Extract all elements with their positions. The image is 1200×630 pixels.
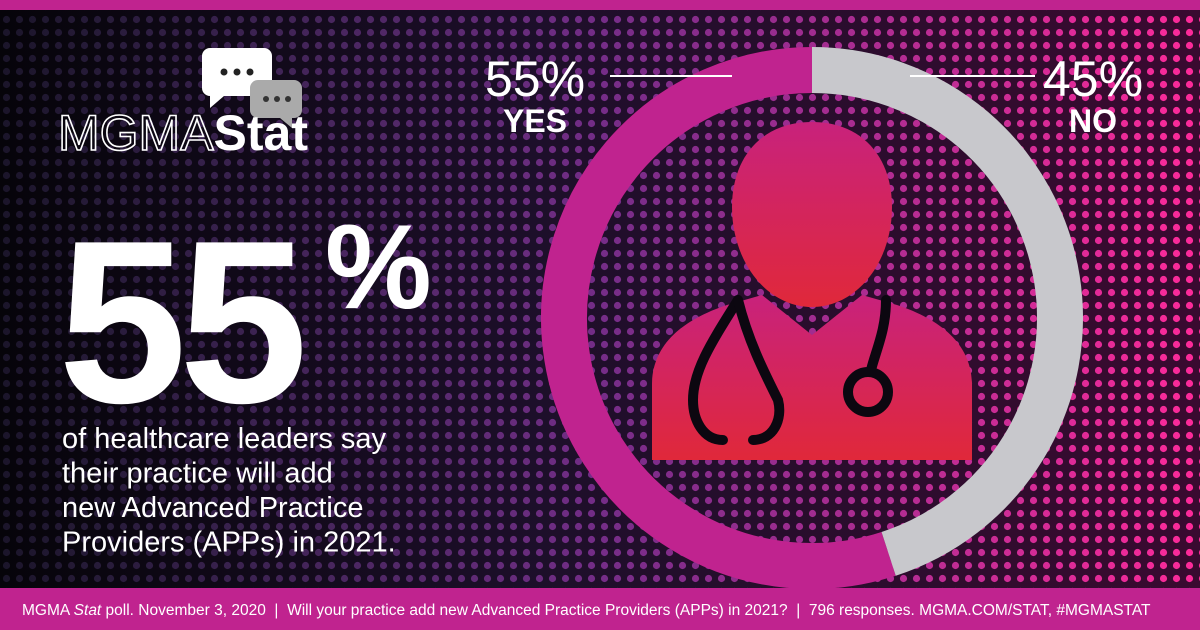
donut-segment: [811, 47, 1083, 576]
logo-product: Stat: [214, 105, 309, 161]
headline-unit: %: [325, 200, 432, 334]
category-label: NO: [1069, 103, 1117, 139]
doctor-icon: [652, 122, 972, 460]
footer-part: poll. November 3, 2020 | Will your pract…: [101, 602, 1151, 619]
footer-bar: [0, 588, 1200, 630]
description-line: their practice will add: [62, 458, 333, 490]
top-border: [0, 0, 1200, 10]
footer-text: MGMA Stat poll. November 3, 2020 | Will …: [22, 602, 1151, 619]
description-line: new Advanced Practice: [62, 492, 363, 524]
description-line: of healthcare leaders say: [62, 423, 387, 455]
category-label: YES: [503, 103, 567, 139]
description-line: Providers (APPs) in 2021.: [62, 527, 396, 559]
logo-brand: MGMA: [58, 105, 214, 161]
donut-segment: [541, 47, 896, 589]
footer-part: MGMA: [22, 602, 74, 619]
logo-text: MGMAStat: [58, 105, 308, 161]
headline-number: 55: [58, 193, 302, 452]
footer-part: Stat: [74, 602, 102, 619]
value-label: 55%: [485, 51, 585, 107]
value-label: 45%: [1043, 51, 1143, 107]
donut-chart: [541, 47, 1083, 589]
logo-icon: [202, 48, 302, 128]
